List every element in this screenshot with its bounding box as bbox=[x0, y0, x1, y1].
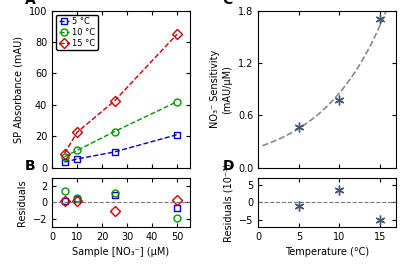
Text: C: C bbox=[223, 0, 233, 7]
15 °C bbox=[112, 99, 117, 102]
15 °C bbox=[175, 32, 180, 36]
Text: A: A bbox=[24, 0, 35, 7]
10 °C bbox=[75, 149, 80, 152]
Line: 10 °C: 10 °C bbox=[61, 98, 180, 160]
Text: D: D bbox=[223, 159, 234, 173]
5 °C bbox=[75, 157, 80, 161]
5 °C bbox=[175, 133, 180, 136]
Text: B: B bbox=[24, 159, 35, 173]
15 °C bbox=[75, 131, 80, 134]
Y-axis label: NO₃⁻ Sensitivity
(mAU/μM): NO₃⁻ Sensitivity (mAU/μM) bbox=[210, 50, 233, 128]
5 °C bbox=[112, 150, 117, 154]
Legend: 5 °C, 10 °C, 15 °C: 5 °C, 10 °C, 15 °C bbox=[56, 15, 98, 50]
10 °C bbox=[112, 130, 117, 133]
15 °C bbox=[62, 152, 67, 155]
10 °C bbox=[175, 100, 180, 103]
Line: 5 °C: 5 °C bbox=[61, 131, 180, 166]
5 °C bbox=[62, 161, 67, 164]
X-axis label: Temperature (°C): Temperature (°C) bbox=[285, 247, 369, 257]
Y-axis label: Residuals (10⁻³): Residuals (10⁻³) bbox=[224, 163, 234, 242]
Y-axis label: Residuals: Residuals bbox=[17, 179, 27, 226]
Line: 15 °C: 15 °C bbox=[61, 31, 180, 157]
Y-axis label: SP Absorbance (mAU): SP Absorbance (mAU) bbox=[13, 36, 23, 143]
X-axis label: Sample [NO₃⁻] (μM): Sample [NO₃⁻] (μM) bbox=[72, 247, 169, 257]
10 °C bbox=[62, 155, 67, 158]
